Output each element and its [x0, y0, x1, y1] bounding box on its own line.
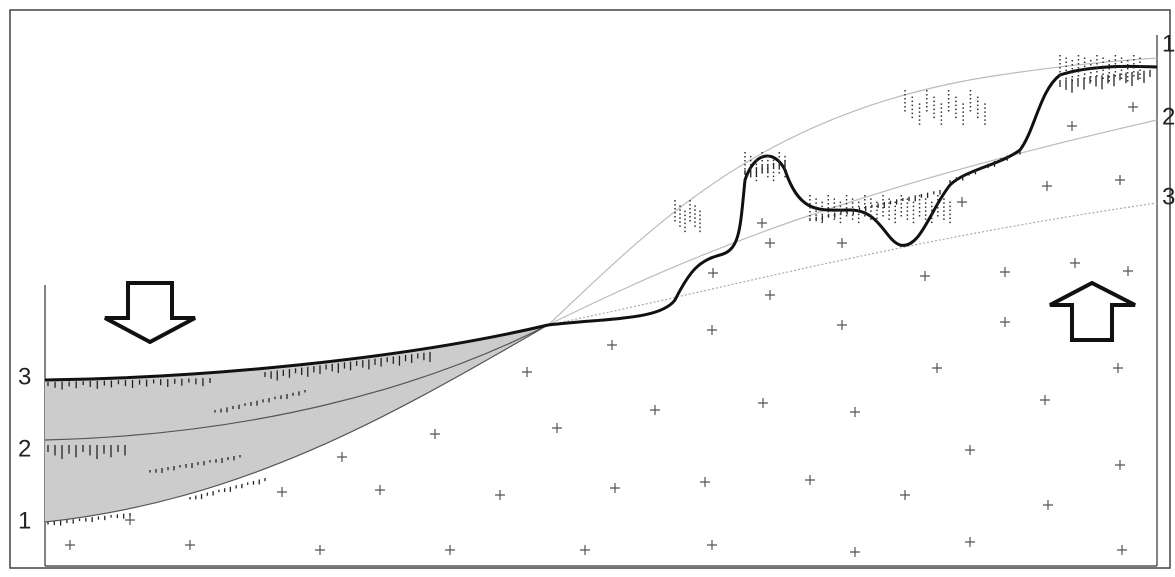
- left-label: 1: [18, 507, 31, 534]
- page: 3 2 1 1 2 3 (() => { const data = JSON.p…: [0, 0, 1175, 577]
- right-label: 1: [1162, 30, 1175, 57]
- diagram: 3 2 1 1 2 3: [0, 0, 1175, 577]
- left-label: 3: [18, 363, 31, 390]
- right-label: 2: [1162, 103, 1175, 130]
- left-label: 2: [18, 435, 31, 462]
- right-label: 3: [1162, 183, 1175, 210]
